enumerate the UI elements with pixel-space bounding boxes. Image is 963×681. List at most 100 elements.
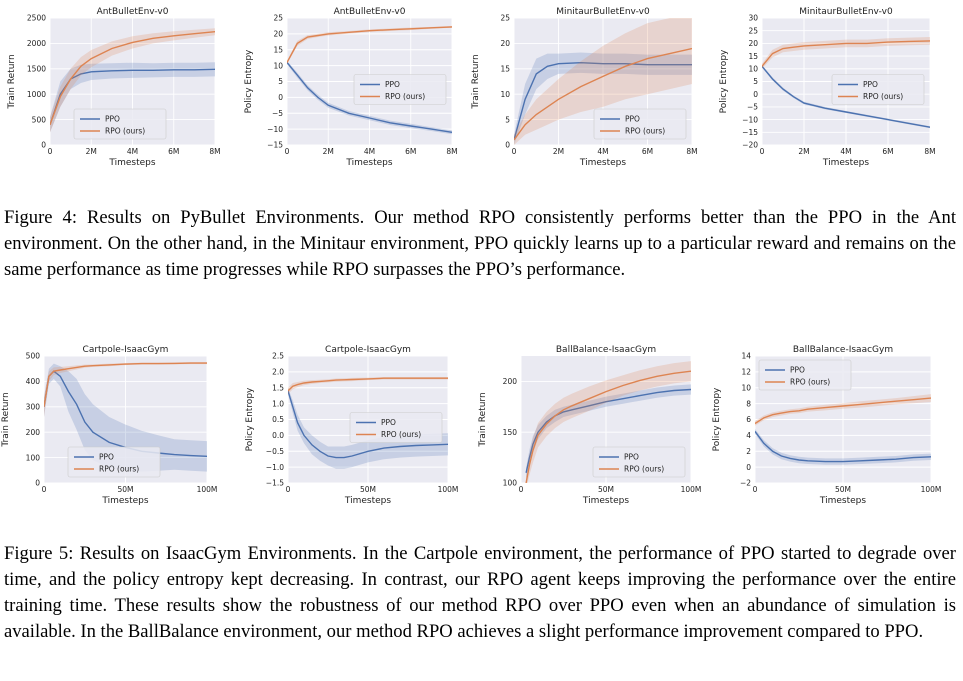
x-tick-label: 0 — [48, 147, 53, 156]
chart-title: BallBalance-IsaacGym — [793, 345, 893, 355]
x-tick-label: 50M — [598, 485, 614, 494]
x-tick-label: 6M — [642, 147, 653, 156]
y-tick-label: −20 — [742, 141, 758, 150]
y-tick-label: 200 — [26, 428, 41, 437]
y-tick-label: 0.5 — [272, 415, 284, 424]
y-axis-label: Policy Entropy — [712, 387, 722, 451]
x-axis-label: Timesteps — [101, 496, 148, 506]
x-tick-label: 2M — [553, 147, 564, 156]
plot-area — [755, 394, 931, 465]
legend-label-rpo: RPO (ours) — [790, 378, 830, 387]
y-tick-label: 200 — [503, 377, 518, 386]
chart-legend: PPO RPO (ours) — [592, 446, 686, 478]
x-axis-label: Timesteps — [345, 158, 392, 168]
y-tick-label: 8 — [746, 399, 751, 408]
y-tick-label: 5 — [278, 77, 283, 86]
x-tick-label: 4M — [364, 147, 375, 156]
y-axis-label: Policy Entropy — [719, 49, 729, 113]
y-tick-label: −15 — [267, 141, 283, 150]
legend-label-ppo: PPO — [863, 80, 878, 89]
figure-4-charts: 0 2M 4M 6M 8M 0 500 1000 1500 2000 2500 AntBulletEn… — [0, 0, 963, 175]
x-tick-label: 0 — [42, 485, 47, 494]
x-tick-label: 4M — [597, 147, 608, 156]
series-band-rpo — [762, 37, 930, 69]
x-axis-label: Timesteps — [582, 496, 629, 506]
series-band-ppo — [50, 62, 215, 133]
x-tick-label: 4M — [840, 147, 851, 156]
y-tick-label: 10 — [741, 383, 751, 392]
x-axis-label: Timesteps — [822, 158, 869, 168]
x-tick-label: 0 — [512, 147, 517, 156]
y-tick-label: 1500 — [27, 65, 46, 74]
x-axis-label: Timesteps — [819, 496, 866, 506]
chart-7: 0 50M 100M 100 150 200 BallBalance-IsaacGym Tim… — [478, 345, 701, 506]
y-axis-label: Train Return — [471, 54, 481, 109]
chart-legend: PPO RPO (ours) — [349, 412, 443, 443]
y-tick-label: 0 — [35, 479, 40, 488]
x-tick-label: 6M — [168, 147, 179, 156]
y-tick-label: 2 — [746, 447, 751, 456]
y-tick-label: 4 — [746, 431, 751, 440]
y-axis-label: Train Return — [7, 54, 17, 109]
y-tick-label: −2 — [740, 479, 751, 488]
y-tick-label: −10 — [742, 115, 758, 124]
y-tick-label: 10 — [500, 90, 510, 99]
series-band-rpo — [50, 28, 215, 133]
y-tick-label: 15 — [748, 52, 758, 61]
y-tick-label: 2.5 — [272, 352, 284, 361]
y-tick-label: 12 — [741, 368, 751, 377]
series-line-ppo — [755, 430, 931, 463]
figure-5-svg: 0 50M 100M0100200300400500Cartpole-IsaacGy… — [1, 345, 941, 506]
series-line-rpo — [755, 397, 931, 425]
x-tick-label: 6M — [882, 147, 893, 156]
chart-title: MinitaurBulletEnv-v0 — [799, 7, 893, 17]
y-tick-label: −5 — [747, 103, 758, 112]
y-tick-label: 14 — [741, 352, 751, 361]
x-tick-label: 8M — [686, 147, 697, 156]
y-tick-label: −1.5 — [266, 479, 284, 488]
y-tick-label: −0.5 — [266, 447, 284, 456]
legend-label-ppo: PPO — [790, 366, 805, 375]
y-tick-label: 500 — [32, 115, 47, 124]
y-tick-label: 1.0 — [272, 399, 284, 408]
legend-label-rpo: RPO (ours) — [624, 465, 664, 474]
x-tick-label: 6M — [405, 147, 416, 156]
x-tick-label: 0 — [760, 147, 765, 156]
plot-area — [514, 18, 692, 145]
chart-2: 0 2M 4M 6M 8M −15 −10 −5 0 5 10 15 20 25 AntBulletEnv-… — [244, 7, 458, 168]
chart-title: Cartpole-IsaacGym — [325, 345, 411, 355]
y-tick-label: 20 — [748, 39, 758, 48]
x-tick-label: 8M — [209, 147, 220, 156]
plot-area — [288, 377, 448, 469]
legend-label-rpo: RPO (ours) — [381, 430, 421, 439]
plot-area — [762, 37, 930, 129]
plot-area — [50, 28, 215, 133]
figure-4-caption: Figure 4: Results on PyBullet Environmen… — [4, 207, 956, 280]
plot-area — [287, 25, 452, 135]
series-line-ppo — [287, 62, 452, 133]
y-axis-label: Policy Entropy — [244, 49, 254, 113]
series-band-ppo — [514, 52, 692, 145]
y-tick-label: 100 — [503, 479, 518, 488]
x-tick-label: 0 — [519, 485, 524, 494]
chart-legend: PPO RPO (ours) — [353, 74, 447, 105]
y-tick-label: 1.5 — [272, 383, 284, 392]
y-tick-label: 2000 — [27, 39, 46, 48]
series-line-ppo — [525, 388, 691, 473]
y-tick-label: 0 — [41, 141, 46, 150]
chart-title: AntBulletEnv-v0 — [97, 7, 169, 17]
y-tick-label: 150 — [503, 428, 518, 437]
x-tick-label: 8M — [446, 147, 457, 156]
chart-legend: PPO RPO (ours) — [67, 446, 161, 478]
series-line-rpo — [44, 362, 207, 407]
y-tick-label: 15 — [273, 45, 283, 54]
y-axis-label: Train Return — [478, 392, 488, 447]
y-tick-label: 500 — [26, 352, 41, 361]
y-tick-label: 15 — [500, 65, 510, 74]
series-band-ppo — [44, 363, 207, 472]
x-axis-label: Timesteps — [344, 496, 391, 506]
chart-title: MinitaurBulletEnv-v0 — [556, 7, 650, 17]
y-tick-label: 100 — [26, 453, 41, 462]
x-axis-label: Timesteps — [108, 158, 155, 168]
chart-legend: PPO RPO (ours) — [758, 359, 852, 391]
